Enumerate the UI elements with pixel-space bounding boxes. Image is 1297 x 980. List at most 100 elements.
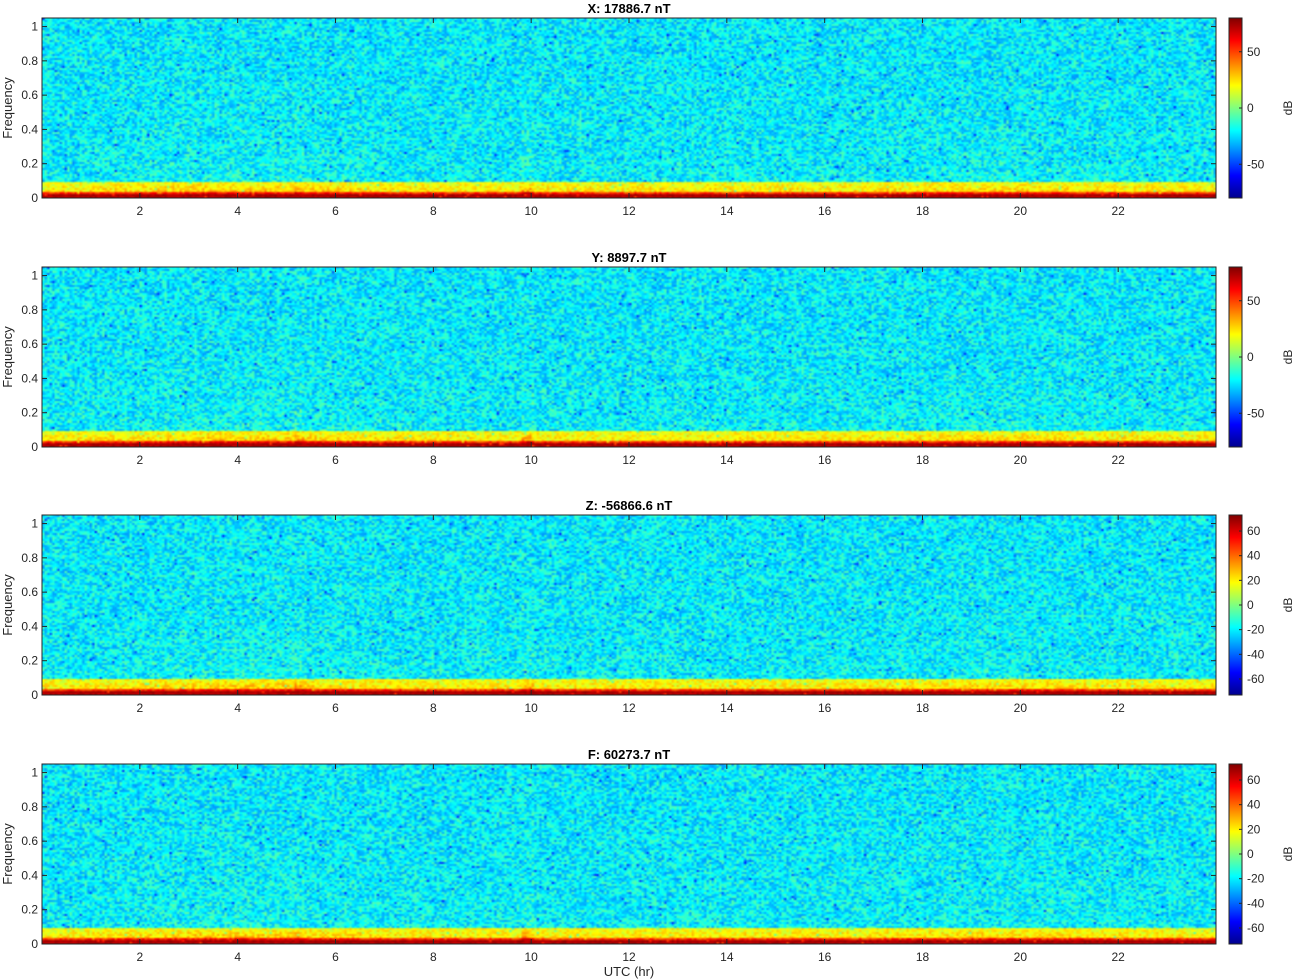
y-axis-label: Frequency — [0, 574, 15, 636]
y-tick-label: 0 — [31, 440, 38, 454]
y-tick-label: 0.4 — [21, 122, 38, 136]
x-tick-label: 2 — [136, 204, 143, 218]
x-tick-label: 20 — [1014, 453, 1028, 467]
x-tick-label: 22 — [1111, 453, 1125, 467]
y-tick-label: 0 — [31, 688, 38, 702]
x-tick-label: 16 — [818, 204, 832, 218]
colorbar-label: dB — [1281, 598, 1295, 613]
y-tick-label: 0.6 — [21, 88, 38, 102]
x-tick-label: 4 — [234, 453, 241, 467]
y-tick-label: 1 — [31, 20, 38, 34]
colorbar-tick-label: -50 — [1247, 406, 1265, 420]
x-tick-label: 16 — [818, 701, 832, 715]
subplot-title: Y: 8897.7 nT — [592, 250, 667, 265]
x-tick-label: 4 — [234, 204, 241, 218]
x-tick-label: 10 — [524, 453, 538, 467]
colorbar-tick-label: 40 — [1247, 549, 1261, 563]
y-axis-label: Frequency — [0, 326, 15, 388]
x-tick-label: 16 — [818, 950, 832, 964]
x-tick-label: 12 — [622, 701, 636, 715]
x-tick-label: 20 — [1014, 950, 1028, 964]
y-tick-label: 0.8 — [21, 551, 38, 565]
colorbar-tick-label: 0 — [1247, 847, 1254, 861]
x-tick-label: 10 — [524, 950, 538, 964]
spectrogram-image — [42, 515, 1216, 695]
colorbar: -50 0 50 dB — [1228, 266, 1295, 448]
x-tick-label: 22 — [1111, 950, 1125, 964]
y-axis-label: Frequency — [0, 77, 15, 139]
x-tick-label: 2 — [136, 950, 143, 964]
x-tick-label: 10 — [524, 204, 538, 218]
colorbar-tick-label: 0 — [1247, 101, 1254, 115]
y-tick-label: 0 — [31, 191, 38, 205]
spectrogram-image — [42, 764, 1216, 944]
y-axis-label: Frequency — [0, 823, 15, 885]
x-tick-label: 12 — [622, 950, 636, 964]
x-tick-label: 8 — [430, 453, 437, 467]
subplot-title: X: 17886.7 nT — [587, 1, 670, 16]
x-tick-label: 10 — [524, 701, 538, 715]
y-tick-label: 0.4 — [21, 619, 38, 633]
x-tick-label: 14 — [720, 453, 734, 467]
subplot-4: 2 4 6 8 10 12 14 16 18 20 22 0 0.2 0.4 0.6 0.8 1 F: 60273… — [0, 747, 1295, 979]
colorbar-tick-label: 20 — [1247, 573, 1261, 587]
colorbar-tick-label: 50 — [1247, 45, 1261, 59]
subplot-3: 2 4 6 8 10 12 14 16 18 20 22 0 0.2 0.4 0.6 0.8 1 Z: -5686… — [0, 498, 1295, 715]
colorbar-tick-label: -40 — [1247, 647, 1265, 661]
colorbar: -50 0 50 dB — [1228, 17, 1295, 199]
y-tick-label: 1 — [31, 766, 38, 780]
y-tick-label: 0 — [31, 937, 38, 951]
x-tick-label: 8 — [430, 950, 437, 964]
x-tick-label: 16 — [818, 453, 832, 467]
x-tick-label: 8 — [430, 204, 437, 218]
colorbar-tick-label: 40 — [1247, 798, 1261, 812]
y-tick-label: 0.2 — [21, 903, 38, 917]
y-tick-label: 0.4 — [21, 371, 38, 385]
x-tick-label: 6 — [332, 701, 339, 715]
colorbar-tick-label: 60 — [1247, 524, 1261, 538]
colorbar-label: dB — [1281, 847, 1295, 862]
colorbar-tick-label: 0 — [1247, 350, 1254, 364]
x-tick-label: 14 — [720, 204, 734, 218]
y-tick-label: 0.8 — [21, 800, 38, 814]
subplot-2: 2 4 6 8 10 12 14 16 18 20 22 0 0.2 0.4 0.6 0.8 1 Y: 8897.… — [0, 250, 1295, 467]
x-tick-label: 22 — [1111, 204, 1125, 218]
x-tick-label: 14 — [720, 950, 734, 964]
colorbar-label: dB — [1281, 350, 1295, 365]
x-axis-label: UTC (hr) — [604, 964, 655, 979]
x-tick-label: 20 — [1014, 204, 1028, 218]
colorbar-tick-label: -20 — [1247, 623, 1265, 637]
colorbar: -60 -40 -20 0 20 40 60 dB — [1228, 763, 1295, 945]
subplot-title: F: 60273.7 nT — [588, 747, 670, 762]
x-tick-label: 4 — [234, 701, 241, 715]
x-tick-label: 18 — [916, 701, 930, 715]
y-tick-label: 0.6 — [21, 834, 38, 848]
x-tick-label: 14 — [720, 701, 734, 715]
colorbar-tick-label: -60 — [1247, 921, 1265, 935]
colorbar-tick-label: -20 — [1247, 872, 1265, 886]
y-tick-label: 0.8 — [21, 303, 38, 317]
x-tick-label: 6 — [332, 950, 339, 964]
colorbar-tick-label: 60 — [1247, 773, 1261, 787]
x-tick-label: 22 — [1111, 701, 1125, 715]
subplot-title: Z: -56866.6 nT — [586, 498, 673, 513]
x-tick-label: 6 — [332, 204, 339, 218]
subplot-1: 2 4 6 8 10 12 14 16 18 20 22 0 0.2 0.4 0.6 0.8 1 X: 17886… — [0, 1, 1295, 218]
x-tick-label: 2 — [136, 701, 143, 715]
x-tick-label: 20 — [1014, 701, 1028, 715]
y-tick-label: 1 — [31, 517, 38, 531]
y-tick-label: 0.2 — [21, 157, 38, 171]
colorbar-tick-label: 20 — [1247, 822, 1261, 836]
y-tick-label: 0.4 — [21, 868, 38, 882]
y-tick-label: 0.8 — [21, 54, 38, 68]
colorbar: -60 -40 -20 0 20 40 60 dB — [1228, 514, 1295, 696]
x-tick-label: 12 — [622, 204, 636, 218]
colorbar-tick-label: 0 — [1247, 598, 1254, 612]
y-tick-label: 0.6 — [21, 585, 38, 599]
colorbar-tick-label: -60 — [1247, 672, 1265, 686]
x-tick-label: 18 — [916, 950, 930, 964]
y-tick-label: 0.6 — [21, 337, 38, 351]
x-tick-label: 4 — [234, 950, 241, 964]
y-tick-label: 1 — [31, 269, 38, 283]
